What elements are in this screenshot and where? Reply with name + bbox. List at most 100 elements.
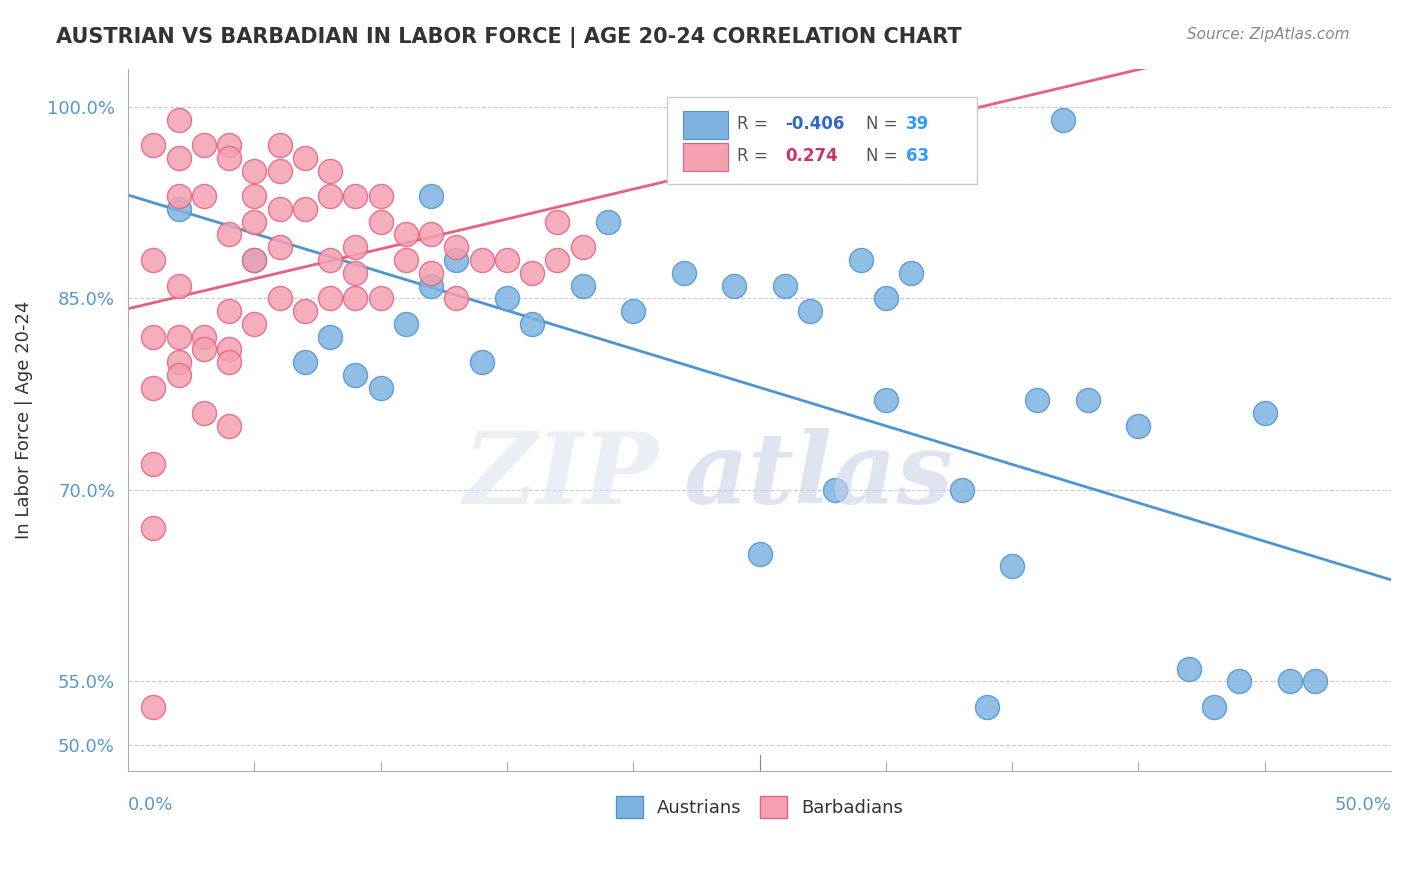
Point [167, 112, 190, 127]
Point [344, 189, 367, 203]
Point [167, 355, 190, 369]
Point [243, 163, 266, 178]
Point [471, 253, 494, 268]
Point [344, 240, 367, 254]
Point [193, 406, 215, 420]
Point [395, 317, 418, 331]
Point [344, 291, 367, 305]
FancyBboxPatch shape [682, 143, 728, 171]
Text: AUSTRIAN VS BARBADIAN IN LABOR FORCE | AGE 20-24 CORRELATION CHART: AUSTRIAN VS BARBADIAN IN LABOR FORCE | A… [56, 27, 962, 48]
Point [218, 227, 240, 242]
Point [395, 227, 418, 242]
Point [167, 278, 190, 293]
Text: 0.274: 0.274 [785, 147, 838, 165]
Legend: Austrians, Barbadians: Austrians, Barbadians [609, 789, 911, 825]
Point [672, 266, 695, 280]
Text: Source: ZipAtlas.com: Source: ZipAtlas.com [1187, 27, 1350, 42]
Point [243, 253, 266, 268]
Point [319, 329, 342, 343]
Text: ZIP: ZIP [464, 427, 658, 524]
Point [142, 329, 165, 343]
Point [546, 215, 568, 229]
Point [319, 253, 342, 268]
Point [420, 278, 443, 293]
Point [294, 151, 316, 165]
Text: R =: R = [737, 147, 768, 165]
Point [167, 151, 190, 165]
Point [1254, 406, 1277, 420]
Text: N =: N = [866, 147, 897, 165]
Point [748, 547, 770, 561]
Point [319, 163, 342, 178]
Point [571, 240, 593, 254]
Point [167, 189, 190, 203]
Point [875, 393, 897, 408]
Text: R =: R = [737, 115, 768, 133]
Point [294, 355, 316, 369]
Point [522, 317, 544, 331]
Point [269, 163, 291, 178]
Point [621, 304, 644, 318]
Point [218, 138, 240, 153]
Point [319, 189, 342, 203]
Point [193, 189, 215, 203]
Point [218, 151, 240, 165]
Point [344, 368, 367, 382]
Point [193, 329, 215, 343]
Point [773, 278, 796, 293]
Point [1128, 419, 1150, 434]
Point [142, 253, 165, 268]
Point [824, 483, 846, 497]
Point [167, 202, 190, 216]
Y-axis label: In Labor Force | Age 20-24: In Labor Force | Age 20-24 [15, 301, 32, 539]
Point [142, 521, 165, 535]
Point [243, 189, 266, 203]
Point [900, 266, 922, 280]
Point [546, 253, 568, 268]
Point [420, 227, 443, 242]
Point [1052, 112, 1074, 127]
Point [395, 253, 418, 268]
Text: 39: 39 [905, 115, 929, 133]
Point [496, 291, 519, 305]
Point [471, 355, 494, 369]
Point [420, 266, 443, 280]
Point [799, 112, 821, 127]
Point [218, 419, 240, 434]
Text: 63: 63 [905, 147, 929, 165]
Point [496, 253, 519, 268]
Point [269, 240, 291, 254]
Point [723, 278, 745, 293]
Point [1178, 662, 1201, 676]
Point [167, 368, 190, 382]
Point [875, 291, 897, 305]
Text: 50.0%: 50.0% [1334, 796, 1391, 814]
FancyBboxPatch shape [668, 96, 977, 185]
Point [1026, 393, 1049, 408]
Point [269, 291, 291, 305]
Point [950, 483, 973, 497]
Point [1229, 674, 1251, 689]
Point [370, 215, 392, 229]
Point [1204, 699, 1226, 714]
Point [167, 329, 190, 343]
Point [420, 189, 443, 203]
Point [571, 278, 593, 293]
Point [1278, 674, 1301, 689]
Point [269, 202, 291, 216]
Point [446, 253, 468, 268]
Text: -0.406: -0.406 [785, 115, 844, 133]
Point [370, 189, 392, 203]
Text: N =: N = [866, 115, 897, 133]
Point [243, 253, 266, 268]
Point [522, 266, 544, 280]
Point [976, 699, 998, 714]
Point [446, 291, 468, 305]
Text: 0.0%: 0.0% [128, 796, 173, 814]
Point [243, 317, 266, 331]
Point [269, 138, 291, 153]
FancyBboxPatch shape [682, 111, 728, 139]
Point [1303, 674, 1326, 689]
Point [218, 304, 240, 318]
Point [1001, 559, 1024, 574]
